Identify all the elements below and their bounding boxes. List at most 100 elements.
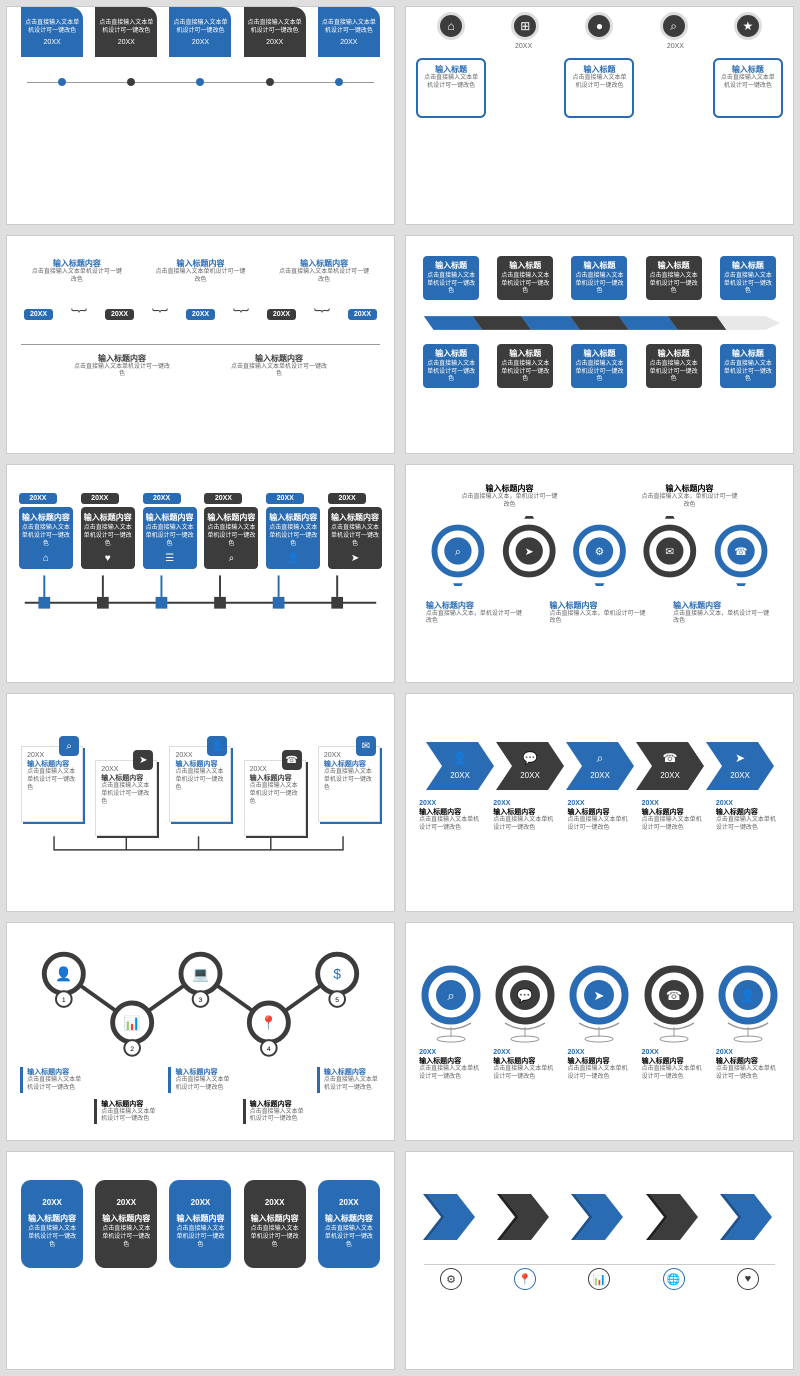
speech-box: 输入标题点击直接输入文本单机设计可一键改色 [571, 344, 627, 388]
pin-icon: 📍 [514, 1268, 536, 1290]
globe-item: 💬 [493, 965, 557, 1043]
step-label: 20XX输入标题内容点击直接输入文本单机设计可一键改色 [567, 800, 631, 833]
callout-box: 输入标题 点击直接输入文本单机设计可一键改色 [416, 58, 486, 118]
hang-group: 20XX 输入标题内容点击直接输入文本单机设计可一键改色☰ [143, 493, 197, 569]
year-pill: 20XX [186, 309, 215, 320]
callout-box: 输入标题 点击直接输入文本单机设计可一键改色 [564, 58, 634, 118]
slide-icon-callouts: ⌂ ⊞ ● ⌕ ★ 20XX20XX 输入标题 点击直接输入文本单机设计可一键改… [405, 6, 794, 225]
year-pill: 20XX [267, 309, 296, 320]
svg-text:➤: ➤ [525, 545, 534, 557]
hang-card: 输入标题内容点击直接输入文本单机设计可一键改色⌕ [204, 507, 258, 569]
speech-box: 输入标题点击直接输入文本单机设计可一键改色 [720, 256, 776, 300]
arrow-step: ⌕20XX [566, 742, 634, 790]
slide-zigzag-speech: 输入标题点击直接输入文本单机设计可一键改色 输入标题点击直接输入文本单机设计可一… [405, 235, 794, 454]
svg-text:➤: ➤ [594, 988, 605, 1003]
card-desc: 点击直接输入文本单机设计可一键改色 [25, 20, 79, 36]
svg-text:20XX: 20XX [450, 771, 470, 780]
year-label: 20XX [515, 43, 532, 50]
bottom-label: 输入标题内容点击直接输入文本，单机设计可一键改色 [673, 600, 773, 627]
speech-box: 输入标题点击直接输入文本单机设计可一键改色 [720, 344, 776, 388]
pin-icon: ● [585, 12, 613, 40]
svg-text:💬: 💬 [522, 751, 537, 765]
svg-text:⚙: ⚙ [595, 545, 605, 557]
phone-icon: ☎ [282, 750, 302, 770]
hang-group: 20XX 输入标题内容点击直接输入文本单机设计可一键改色⌂ [19, 493, 73, 569]
divider [424, 1264, 775, 1265]
svg-text:3: 3 [199, 997, 203, 1004]
speech-box: 输入标题点击直接输入文本单机设计可一键改色 [423, 344, 479, 388]
callout-desc: 点击直接输入文本单机设计可一键改色 [570, 75, 628, 91]
card-year: 20XX [266, 39, 283, 46]
svg-text:👤: 👤 [740, 988, 756, 1003]
top-label: 输入标题内容点击直接输入文本单机设计可一键改色 [155, 258, 245, 285]
home-icon: ⌂ [437, 12, 465, 40]
svg-text:20XX: 20XX [520, 771, 540, 780]
bottom-label: 输入标题内容点击直接输入文本，单机设计可一键改色 [549, 600, 649, 627]
chevron-3d [421, 1188, 481, 1246]
globe-label: 20XX输入标题内容点击直接输入文本单机设计可一键改色 [419, 1049, 483, 1082]
speech-box: 输入标题点击直接输入文本单机设计可一键改色 [497, 256, 553, 300]
year-pill: 20XX [348, 309, 377, 320]
card-year: 20XX [44, 39, 61, 46]
slide-arrow-process: 👤20XX 💬20XX ⌕20XX ☎20XX ➤20XX 20XX输入标题内容… [405, 693, 794, 912]
stag-card: ☎ 20XX输入标题内容点击直接输入文本单机设计可一键改色 [244, 760, 306, 836]
node-label: 输入标题内容点击直接输入文本单机设计可一键改色 [168, 1067, 232, 1093]
tab-card: 点击直接输入文本单机设计可一键改色 20XX [244, 7, 306, 57]
callout-desc: 点击直接输入文本单机设计可一键改色 [422, 75, 480, 91]
chart-icon: ⊞ [511, 12, 539, 40]
speech-box: 输入标题点击直接输入文本单机设计可一键改色 [497, 344, 553, 388]
svg-text:⌕: ⌕ [447, 988, 454, 1003]
speech-box: 输入标题点击直接输入文本单机设计可一键改色 [646, 256, 702, 300]
top-label: 输入标题内容点击直接输入文本单机设计可一键改色 [32, 258, 122, 285]
timeline-dot [266, 78, 274, 86]
globe-label: 20XX输入标题内容点击直接输入文本单机设计可一键改色 [716, 1049, 780, 1082]
slide-big-chevrons: ⚙ 📍 📊 🌐 ♥ [405, 1151, 794, 1370]
speech-box: 输入标题点击直接输入文本单机设计可一键改色 [423, 256, 479, 300]
stag-card: 👤 20XX输入标题内容点击直接输入文本单机设计可一键改色 [169, 746, 231, 822]
top-label: 输入标题内容点击直接输入文本，单机设计可一键改色 [460, 483, 560, 510]
tab-card: 点击直接输入文本单机设计可一键改色 20XX [21, 7, 83, 57]
connector-rail [15, 575, 386, 611]
card-year: 20XX [192, 39, 209, 46]
bottom-label: 输入标题内容点击直接输入文本，单机设计可一键改色 [426, 600, 526, 627]
send-icon: ➤ [133, 750, 153, 770]
arrow-step: 💬 20XX [496, 742, 564, 790]
node-label: 输入标题内容点击直接输入文本单机设计可一键改色 [94, 1099, 158, 1125]
slide-globe-circles: ⌕ 💬 ➤ ☎ 👤 20XX输入标题内容点击直接输入文本单机设计可一键改色 20… [405, 922, 794, 1141]
round-tab: 20XX输入标题内容点击直接输入文本单机设计可一键改色 [169, 1180, 231, 1268]
year-tag: 20XX [328, 493, 366, 504]
year-pill: 20XX [105, 309, 134, 320]
slide-timeline-tabs: 点击直接输入文本单机设计可一键改色 20XX 点击直接输入文本单机设计可一键改色… [6, 6, 395, 225]
hang-card: 输入标题内容点击直接输入文本单机设计可一键改色☰ [143, 507, 197, 569]
svg-text:⌕: ⌕ [455, 545, 461, 557]
callout-desc: 点击直接输入文本单机设计可一键改色 [719, 75, 777, 91]
search-icon: ⌕ [660, 12, 688, 40]
year-pill: 20XX [24, 309, 53, 320]
year-tag: 20XX [19, 493, 57, 504]
timeline-dot [335, 78, 343, 86]
svg-text:2: 2 [130, 1046, 134, 1053]
year-tag: 20XX [204, 493, 242, 504]
timeline-dot [127, 78, 135, 86]
circle-arrow-svg: ⌕ ➤ ⚙ ✉ ☎ [414, 516, 785, 586]
round-tab: 20XX输入标题内容点击直接输入文本单机设计可一键改色 [244, 1180, 306, 1268]
timeline-dot [58, 78, 66, 86]
hang-group: 20XX 输入标题内容点击直接输入文本单机设计可一键改色⌕ [204, 493, 258, 569]
hang-card: 输入标题内容点击直接输入文本单机设计可一键改色♥ [81, 507, 135, 569]
step-label: 20XX输入标题内容点击直接输入文本单机设计可一键改色 [419, 800, 483, 833]
globe-label: 20XX输入标题内容点击直接输入文本单机设计可一键改色 [493, 1049, 557, 1082]
svg-text:⌕: ⌕ [596, 751, 603, 765]
connector-line [15, 836, 386, 856]
svg-text:4: 4 [267, 1046, 271, 1053]
card-desc: 点击直接输入文本单机设计可一键改色 [99, 20, 153, 36]
node-label: 输入标题内容点击直接输入文本单机设计可一键改色 [243, 1099, 307, 1125]
hang-card: 输入标题内容点击直接输入文本单机设计可一键改色⌂ [19, 507, 73, 569]
step-label: 20XX输入标题内容点击直接输入文本单机设计可一键改色 [642, 800, 706, 833]
arrow-step: ☎20XX [636, 742, 704, 790]
template-gallery-grid: 点击直接输入文本单机设计可一键改色 20XX 点击直接输入文本单机设计可一键改色… [0, 0, 800, 1376]
stag-card: ➤ 20XX输入标题内容点击直接输入文本单机设计可一键改色 [95, 760, 157, 836]
svg-text:👤: 👤 [55, 966, 72, 982]
svg-text:1: 1 [62, 997, 66, 1004]
svg-text:$: $ [333, 967, 341, 982]
mail-icon: ✉ [356, 736, 376, 756]
